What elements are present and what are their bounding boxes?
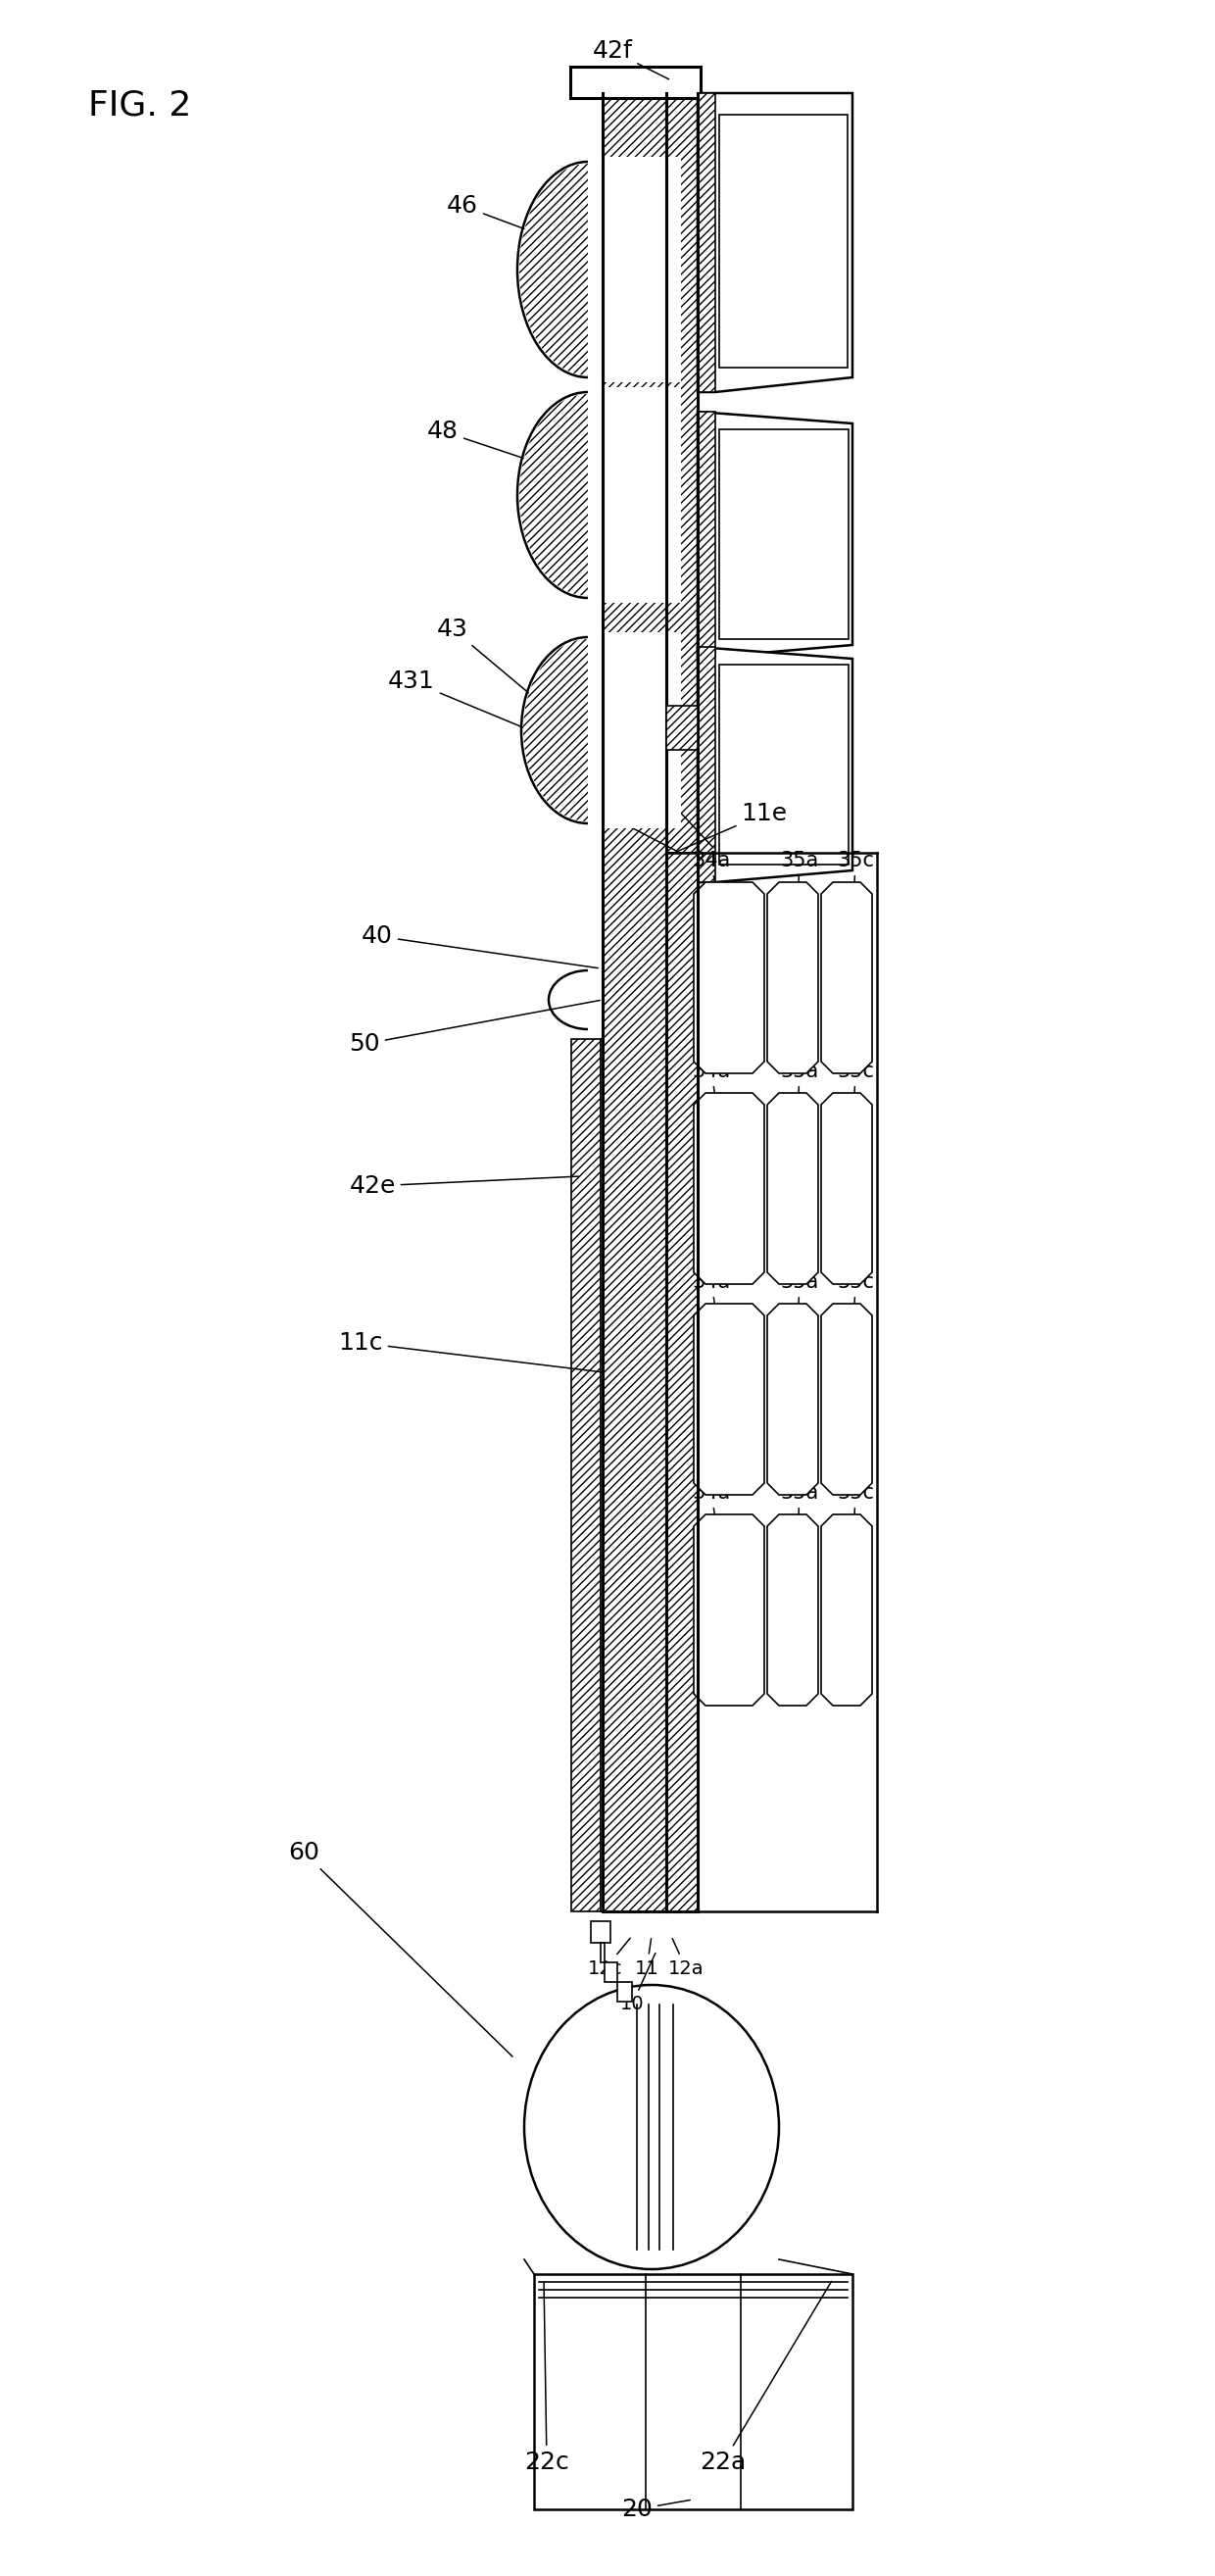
Text: 40: 40 [362, 925, 598, 969]
Text: FIG. 2: FIG. 2 [89, 88, 192, 121]
Polygon shape [617, 1981, 632, 2002]
Polygon shape [719, 430, 848, 639]
Text: 11: 11 [634, 1940, 659, 1978]
Ellipse shape [518, 162, 659, 376]
Text: 432: 432 [582, 672, 669, 726]
Ellipse shape [519, 165, 656, 376]
Text: 34a: 34a [693, 1273, 730, 1396]
Polygon shape [666, 853, 697, 1911]
Polygon shape [570, 67, 701, 98]
Text: 34a: 34a [693, 850, 730, 974]
Text: 35a: 35a [780, 1061, 819, 1185]
Text: 50: 50 [349, 999, 600, 1056]
Polygon shape [694, 1303, 764, 1494]
Polygon shape [588, 386, 680, 603]
Polygon shape [767, 1515, 818, 1705]
Polygon shape [767, 1303, 818, 1494]
Polygon shape [821, 881, 872, 1074]
Text: 35a: 35a [780, 1273, 819, 1396]
Text: 43: 43 [437, 618, 535, 698]
Text: 12a: 12a [668, 1937, 703, 1978]
Text: 35a: 35a [780, 850, 819, 974]
Text: 22a: 22a [700, 2282, 831, 2473]
Text: 60: 60 [288, 1842, 513, 2056]
Text: 48: 48 [428, 420, 535, 461]
Text: 34a: 34a [693, 1061, 730, 1185]
Polygon shape [697, 647, 853, 881]
Text: 11e: 11e [677, 801, 787, 853]
Polygon shape [694, 881, 764, 1074]
Text: 33c: 33c [622, 762, 713, 848]
Text: 34a: 34a [693, 1484, 730, 1607]
Text: 42e: 42e [349, 1175, 578, 1198]
Polygon shape [603, 93, 666, 1911]
Polygon shape [719, 116, 848, 368]
Text: 46: 46 [447, 193, 544, 237]
Polygon shape [821, 1303, 872, 1494]
Text: 11c: 11c [338, 1332, 601, 1373]
Text: 35c: 35c [837, 1484, 874, 1607]
Ellipse shape [518, 392, 659, 598]
Polygon shape [694, 1092, 764, 1283]
Polygon shape [697, 93, 853, 392]
Polygon shape [588, 631, 680, 829]
Text: 33a: 33a [582, 801, 678, 853]
Polygon shape [666, 706, 697, 750]
Ellipse shape [524, 1986, 779, 2269]
Polygon shape [821, 1515, 872, 1705]
Polygon shape [666, 853, 694, 1911]
Text: 35c: 35c [837, 850, 874, 974]
Text: 431: 431 [388, 670, 535, 732]
Polygon shape [605, 1963, 617, 1981]
Text: 42f: 42f [593, 39, 668, 80]
Polygon shape [590, 1922, 610, 1942]
Polygon shape [535, 2275, 853, 2509]
Text: 12c: 12c [588, 1937, 631, 1978]
Polygon shape [697, 93, 716, 392]
Text: 22c: 22c [525, 2282, 569, 2473]
Polygon shape [719, 665, 848, 866]
Ellipse shape [521, 636, 655, 824]
Polygon shape [821, 1092, 872, 1283]
Polygon shape [767, 1092, 818, 1283]
Polygon shape [767, 881, 818, 1074]
Text: 20: 20 [621, 2499, 690, 2522]
Polygon shape [697, 412, 853, 657]
Text: 10: 10 [620, 1953, 655, 2014]
Polygon shape [600, 1942, 605, 1963]
Text: 35c: 35c [837, 1273, 874, 1396]
Ellipse shape [524, 639, 652, 822]
Polygon shape [697, 647, 716, 881]
Polygon shape [588, 157, 680, 381]
Polygon shape [571, 1038, 600, 1911]
Polygon shape [694, 1515, 764, 1705]
Polygon shape [666, 93, 697, 1911]
Text: 35a: 35a [780, 1484, 819, 1607]
Text: 35c: 35c [837, 1061, 874, 1185]
Polygon shape [697, 412, 716, 657]
Polygon shape [600, 1038, 603, 1911]
Ellipse shape [519, 394, 656, 595]
